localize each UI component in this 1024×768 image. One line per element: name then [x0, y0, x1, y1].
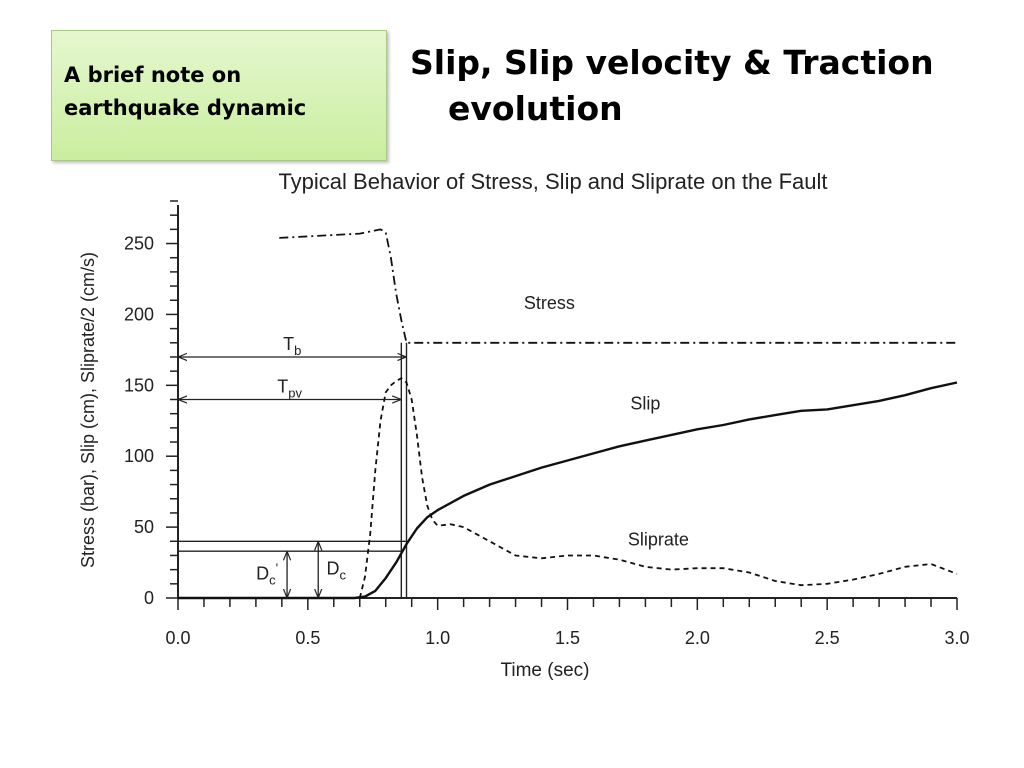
series-label: Slip: [630, 393, 660, 413]
note-text: A brief note on earthquake dynamic: [64, 63, 307, 120]
series-stress-line: [279, 228, 957, 344]
annotation-label-tb: Tb: [283, 334, 301, 358]
slide-title: Slip, Slip velocity & Traction evolution: [410, 40, 970, 132]
y-tick-label: 100: [124, 446, 154, 466]
series-label: Sliprate: [628, 530, 689, 550]
annotation-label-dc: Dc': [256, 561, 278, 588]
chart-xlabel: Time (sec): [500, 660, 589, 681]
x-tick-label: 1.5: [555, 628, 580, 648]
annotation-label-dc: Dc: [326, 559, 346, 583]
x-tick-label: 2.5: [815, 628, 840, 648]
chart-title: Typical Behavior of Stress, Slip and Sli…: [278, 169, 827, 194]
y-tick-label: 50: [134, 517, 154, 537]
x-tick-label: 0.0: [165, 628, 190, 648]
plot-area: 0.0 0.5 1.0 1.5 2.0 2.5 3.0 0 50 100 150 200 250 Stre…: [124, 200, 970, 648]
annotation-label-tpv: Tpv: [277, 377, 302, 401]
y-tick-label: 200: [124, 304, 154, 324]
x-tick-label: 0.5: [295, 628, 320, 648]
x-tick-label: 1.0: [425, 628, 450, 648]
y-tick-label: 150: [124, 375, 154, 395]
chart-ylabel: Stress (bar), Slip (cm), Sliprate/2 (cm/…: [78, 252, 98, 568]
x-tick-label: 3.0: [944, 628, 969, 648]
y-tick-label: 0: [144, 588, 154, 608]
y-tick-label: 250: [124, 234, 154, 254]
series-sliprate-line: [358, 377, 958, 599]
slide-title-line2: evolution: [448, 89, 623, 129]
series-label: Stress: [524, 293, 575, 313]
x-tick-label: 2.0: [685, 628, 710, 648]
slide-title-line1: Slip, Slip velocity & Traction: [410, 43, 934, 82]
series-slip-line: [178, 381, 958, 600]
note-box: A brief note on earthquake dynamic: [51, 30, 387, 161]
